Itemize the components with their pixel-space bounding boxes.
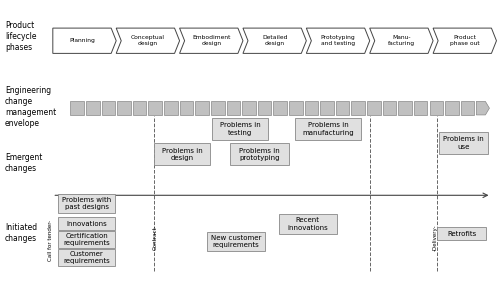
Polygon shape: [180, 28, 243, 53]
Text: Product
lifecycle
phases: Product lifecycle phases: [5, 21, 37, 52]
Bar: [445, 101, 459, 115]
Polygon shape: [53, 28, 116, 53]
Bar: [305, 101, 318, 115]
Bar: [398, 101, 412, 115]
Text: Problems in
design: Problems in design: [162, 148, 203, 161]
FancyBboxPatch shape: [58, 194, 115, 213]
Text: Customer
requirements: Customer requirements: [63, 251, 110, 264]
Bar: [211, 101, 224, 115]
Text: -Delivery-: -Delivery-: [433, 224, 438, 251]
Bar: [242, 101, 256, 115]
FancyBboxPatch shape: [295, 118, 361, 140]
Text: Engineering
change
management
envelope: Engineering change management envelope: [5, 86, 56, 128]
Text: Initiated
changes: Initiated changes: [5, 223, 37, 243]
Bar: [70, 101, 84, 115]
Text: Problems in
use: Problems in use: [443, 136, 484, 150]
Polygon shape: [306, 28, 370, 53]
Text: Problems with
past designs: Problems with past designs: [62, 197, 111, 210]
FancyBboxPatch shape: [58, 249, 115, 266]
Polygon shape: [433, 28, 496, 53]
Text: Certification
requirements: Certification requirements: [63, 233, 110, 246]
Bar: [102, 101, 115, 115]
FancyBboxPatch shape: [439, 132, 488, 154]
Bar: [367, 101, 381, 115]
Text: Call for tender-: Call for tender-: [48, 220, 53, 261]
Bar: [195, 101, 209, 115]
Bar: [289, 101, 303, 115]
Polygon shape: [476, 101, 489, 115]
Text: Prototyping
and testing: Prototyping and testing: [320, 35, 356, 46]
FancyBboxPatch shape: [58, 231, 115, 248]
Bar: [383, 101, 396, 115]
Polygon shape: [243, 28, 306, 53]
Bar: [414, 101, 428, 115]
FancyBboxPatch shape: [279, 214, 337, 234]
Text: Detailed
design: Detailed design: [262, 35, 287, 46]
Text: Retrofits: Retrofits: [447, 230, 476, 237]
Bar: [352, 101, 365, 115]
FancyBboxPatch shape: [230, 143, 289, 165]
FancyBboxPatch shape: [154, 143, 210, 165]
Text: Embodiment
design: Embodiment design: [192, 35, 230, 46]
Text: Problems in
prototyping: Problems in prototyping: [239, 148, 280, 161]
FancyBboxPatch shape: [58, 217, 115, 230]
Text: Product
phase out: Product phase out: [450, 35, 480, 46]
Bar: [258, 101, 271, 115]
Bar: [226, 101, 240, 115]
Text: Problems in
manufacturing: Problems in manufacturing: [302, 122, 354, 136]
Bar: [273, 101, 287, 115]
FancyBboxPatch shape: [212, 118, 268, 140]
Bar: [117, 101, 131, 115]
Text: Innovations: Innovations: [66, 221, 107, 227]
Bar: [148, 101, 162, 115]
Text: Contract-: Contract-: [153, 225, 158, 250]
Bar: [180, 101, 193, 115]
Bar: [86, 101, 100, 115]
FancyBboxPatch shape: [207, 232, 265, 251]
Bar: [320, 101, 334, 115]
FancyBboxPatch shape: [437, 227, 486, 240]
Bar: [461, 101, 474, 115]
Bar: [164, 101, 178, 115]
Text: Recent
innovations: Recent innovations: [287, 217, 328, 231]
Text: Conceptual
design: Conceptual design: [131, 35, 165, 46]
Text: Emergent
changes: Emergent changes: [5, 153, 42, 173]
Bar: [133, 101, 146, 115]
Text: Planning: Planning: [69, 38, 95, 43]
Bar: [430, 101, 443, 115]
Text: Problems in
testing: Problems in testing: [220, 122, 261, 136]
Text: Manu-
facturing: Manu- facturing: [388, 35, 415, 46]
Text: New customer
requirements: New customer requirements: [211, 235, 261, 248]
Polygon shape: [370, 28, 433, 53]
Bar: [336, 101, 350, 115]
Polygon shape: [116, 28, 180, 53]
